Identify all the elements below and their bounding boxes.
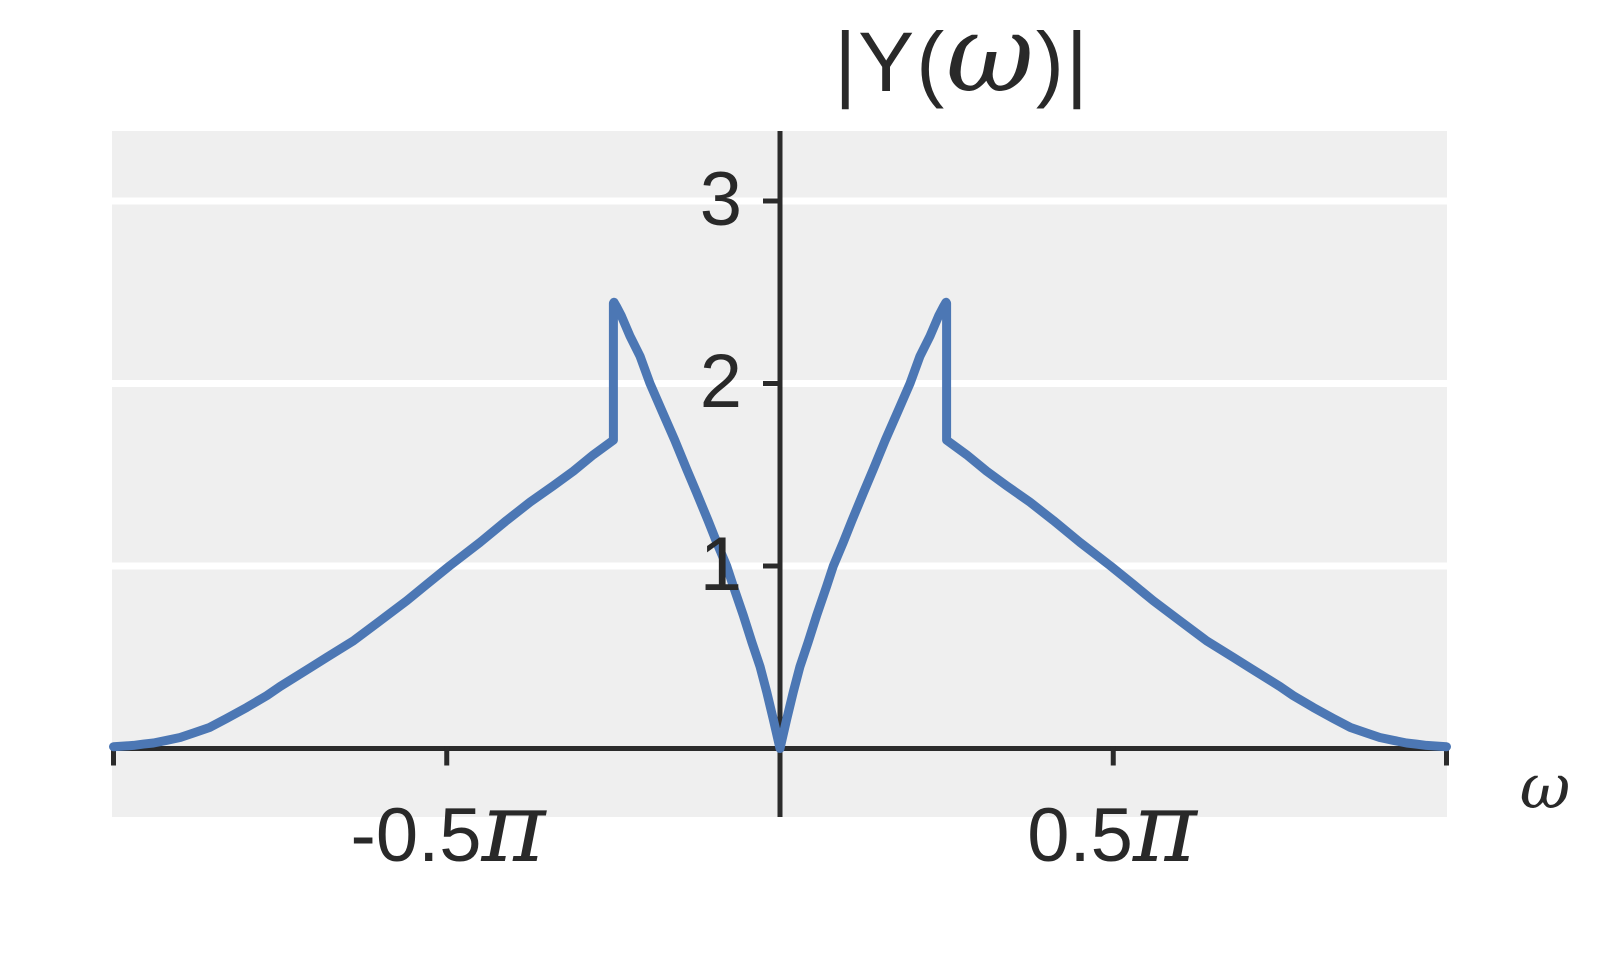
chart-title-prefix: |Y( xyxy=(834,15,947,109)
y-tick-label-1: 1 xyxy=(699,522,742,607)
magnitude-curve xyxy=(109,297,1451,753)
omega-symbol: ω xyxy=(946,0,1036,117)
x-tick-number: 0.5 xyxy=(1027,793,1133,878)
x-tick-label-neg-half-pi: -0.5π xyxy=(350,779,546,878)
x-axis-label-omega: ω xyxy=(1519,750,1571,823)
x-tick-label-pos-half-pi: 0.5π xyxy=(1027,779,1197,878)
y-tick-label-3: 3 xyxy=(699,157,742,242)
chart-title: |Y(ω)| xyxy=(834,1,1090,114)
y-tick-label-2: 2 xyxy=(699,339,742,424)
pi-symbol: π xyxy=(481,771,546,884)
pi-symbol: π xyxy=(1132,771,1197,884)
x-tick-number: -0.5 xyxy=(350,793,482,878)
chart-title-suffix: )| xyxy=(1035,15,1090,109)
